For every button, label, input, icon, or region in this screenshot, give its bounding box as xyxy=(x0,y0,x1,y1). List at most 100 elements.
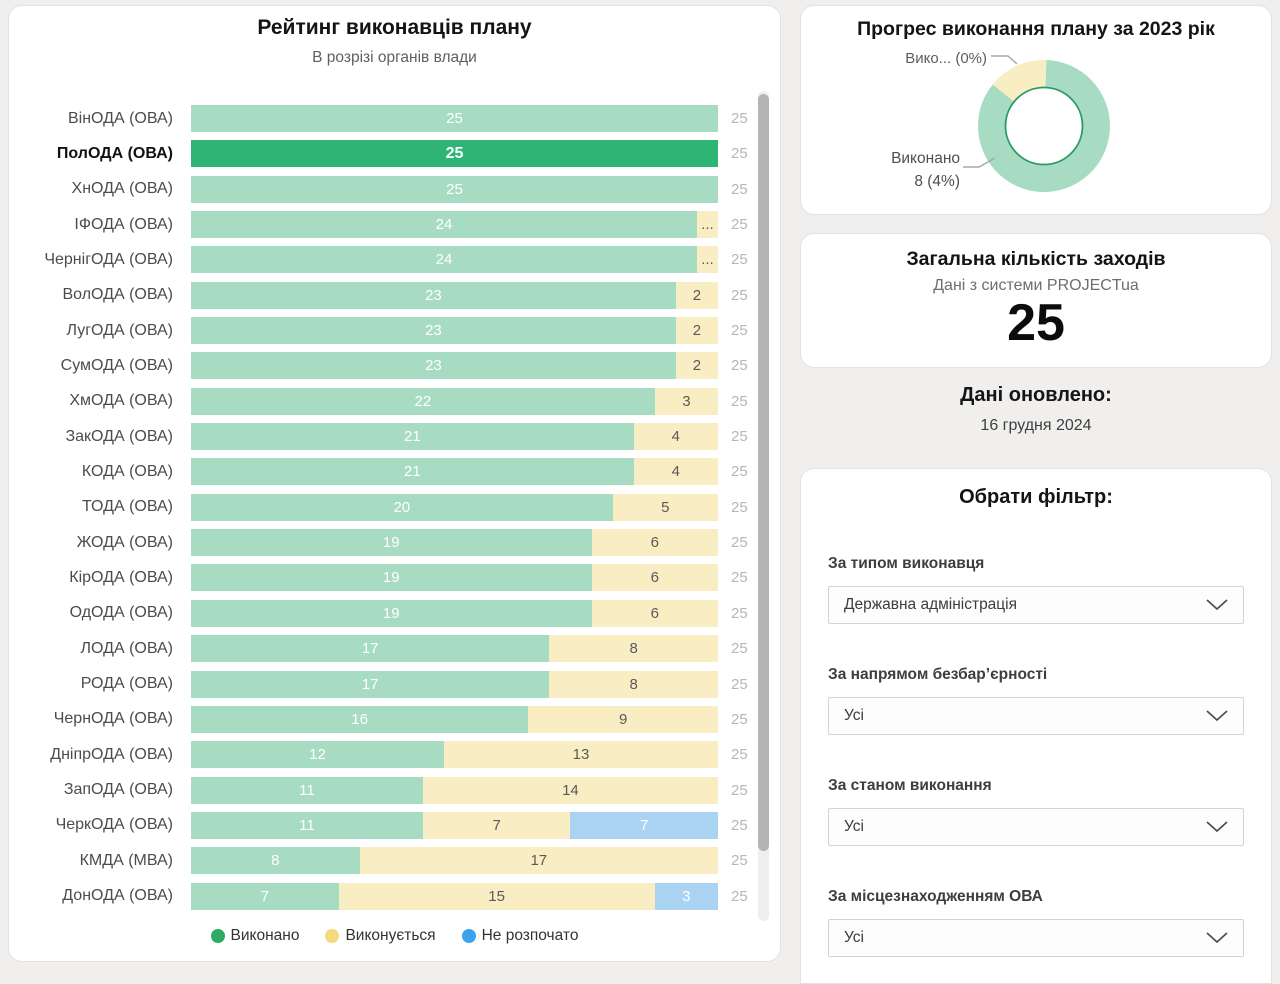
stacked-bar[interactable]: 19 6 xyxy=(191,599,718,627)
ranking-row: СумОДА (ОВА) 23 2 25 xyxy=(11,352,762,380)
bar-segment-value: 6 xyxy=(650,604,659,622)
category-label: ДніпрОДА (ОВА) xyxy=(50,745,173,763)
bar-segment-done[interactable]: 21 xyxy=(191,423,634,451)
stacked-bar[interactable]: 11 7 7 xyxy=(191,811,718,839)
bar-segment-doing[interactable]: 3 xyxy=(654,387,718,415)
legend-item-done[interactable]: Виконано xyxy=(210,927,299,945)
stacked-bar[interactable]: 17 8 xyxy=(191,635,718,663)
bar-segment-not_started[interactable]: 7 xyxy=(570,811,718,839)
stacked-bar[interactable]: 19 6 xyxy=(191,564,718,592)
category-label: ХмОДА (ОВА) xyxy=(69,392,173,410)
stacked-bar[interactable]: 16 9 xyxy=(191,705,718,733)
bar-segment-doing[interactable]: 9 xyxy=(528,705,718,733)
bar-segment-doing[interactable]: 2 xyxy=(675,352,718,380)
bar-segment-value: 12 xyxy=(309,746,326,764)
row-total: 25 xyxy=(731,251,748,269)
legend-label: Не розпочато xyxy=(481,927,579,944)
bar-segment-doing[interactable]: 15 xyxy=(338,882,655,910)
filter-executor-type-dropdown[interactable]: Державна адміністрація xyxy=(828,586,1244,624)
bar-segment-value: 25 xyxy=(445,144,464,162)
stacked-bar[interactable]: 12 13 xyxy=(191,741,718,769)
stacked-bar[interactable]: 25 xyxy=(191,105,718,132)
bar-segment-doing[interactable]: 2 xyxy=(675,317,718,345)
bar-segment-doing[interactable]: 6 xyxy=(591,599,718,627)
stacked-bar[interactable]: 7 15 3 xyxy=(191,882,718,910)
stacked-bar[interactable]: 23 2 xyxy=(191,281,718,309)
row-total: 25 xyxy=(731,216,748,234)
category-label: ЧеркОДА (ОВА) xyxy=(55,816,173,834)
filter-groups: За типом виконавця Державна адміністрація… xyxy=(828,555,1244,957)
bar-segment-done[interactable]: 24 xyxy=(191,246,697,274)
stacked-bar[interactable]: 21 4 xyxy=(191,458,718,486)
bar-segment-done[interactable]: 25 xyxy=(191,175,718,203)
ranking-row: ЧернОДА (ОВА) 16 9 25 xyxy=(11,705,762,733)
bar-segment-value: ... xyxy=(701,251,714,269)
bar-segment-done[interactable]: 8 xyxy=(191,847,360,875)
filter-execution-state-dropdown[interactable]: Усі xyxy=(828,808,1244,846)
stacked-bar[interactable]: 22 3 xyxy=(191,387,718,415)
bar-segment-doing[interactable]: 5 xyxy=(612,493,718,521)
row-total: 25 xyxy=(731,498,748,516)
data-updated-date: 16 грудня 2024 xyxy=(980,417,1092,434)
category-label: ЛугОДА (ОВА) xyxy=(66,321,173,339)
bar-segment-done[interactable]: 23 xyxy=(191,281,676,309)
bar-segment-doing[interactable]: 7 xyxy=(422,811,571,839)
bar-segment-doing[interactable]: ... xyxy=(696,246,718,274)
bar-segment-done[interactable]: 20 xyxy=(191,493,613,521)
bar-segment-done[interactable]: 17 xyxy=(191,635,550,663)
donut-callout-done-label: Виконано xyxy=(891,150,960,167)
stacked-bar[interactable]: 23 2 xyxy=(191,352,718,380)
bar-segment-done[interactable]: 11 xyxy=(191,811,423,839)
stacked-bar[interactable]: 25 xyxy=(191,175,718,203)
stacked-bar[interactable]: 20 5 xyxy=(191,493,718,521)
category-label: СумОДА (ОВА) xyxy=(60,356,173,374)
bar-segment-doing[interactable]: 2 xyxy=(675,281,718,309)
bar-segment-done[interactable]: 16 xyxy=(191,705,529,733)
stacked-bar[interactable]: 23 2 xyxy=(191,317,718,345)
bar-segment-not_started[interactable]: 3 xyxy=(654,882,718,910)
bar-segment-doing[interactable]: 8 xyxy=(549,635,718,663)
bar-segment-doing[interactable]: 6 xyxy=(591,529,718,557)
bar-segment-doing[interactable]: 14 xyxy=(422,776,718,804)
progress-donut-card: Прогрес виконання плану за 2023 рік Вико… xyxy=(800,5,1272,215)
bar-segment-done[interactable]: 19 xyxy=(191,564,592,592)
stacked-bar[interactable]: 8 17 xyxy=(191,847,718,875)
bar-segment-done[interactable]: 17 xyxy=(191,670,550,698)
stacked-bar[interactable]: 11 14 xyxy=(191,776,718,804)
bar-segment-doing[interactable]: 17 xyxy=(359,847,718,875)
bar-segment-doing[interactable]: 13 xyxy=(443,741,718,769)
bar-segment-done[interactable]: 7 xyxy=(191,882,339,910)
chart-scrollbar-track[interactable] xyxy=(758,91,769,921)
row-total: 25 xyxy=(731,463,748,481)
bar-segment-done[interactable]: 23 xyxy=(191,317,676,345)
chart-scrollbar-thumb[interactable] xyxy=(758,94,769,851)
filter-barrier-free-direction-dropdown[interactable]: Усі xyxy=(828,697,1244,735)
bar-segment-done[interactable]: 19 xyxy=(191,529,592,557)
stacked-bar[interactable]: 24... xyxy=(191,211,718,239)
bar-segment-done[interactable]: 11 xyxy=(191,776,423,804)
bar-segment-done[interactable]: 23 xyxy=(191,352,676,380)
row-total: 25 xyxy=(731,145,748,163)
stacked-bar[interactable]: 17 8 xyxy=(191,670,718,698)
ranking-row: ОдОДА (ОВА) 19 6 25 xyxy=(11,599,762,627)
bar-segment-done[interactable]: 25 xyxy=(191,140,718,168)
bar-segment-doing[interactable]: 4 xyxy=(633,458,718,486)
bar-segment-done[interactable]: 24 xyxy=(191,211,697,239)
filter-ova-location-dropdown[interactable]: Усі xyxy=(828,919,1244,957)
bar-segment-doing[interactable]: 6 xyxy=(591,564,718,592)
bar-segment-done[interactable]: 25 xyxy=(191,105,718,132)
bar-segment-done[interactable]: 12 xyxy=(191,741,444,769)
donut-slice-doing[interactable] xyxy=(971,53,1117,199)
bar-segment-doing[interactable]: 4 xyxy=(633,423,718,451)
bar-segment-done[interactable]: 19 xyxy=(191,599,592,627)
bar-segment-done[interactable]: 22 xyxy=(191,387,655,415)
stacked-bar[interactable]: 24... xyxy=(191,246,718,274)
stacked-bar[interactable]: 21 4 xyxy=(191,423,718,451)
bar-segment-doing[interactable]: 8 xyxy=(549,670,718,698)
bar-segment-doing[interactable]: ... xyxy=(696,211,718,239)
legend-item-doing[interactable]: Виконується xyxy=(325,927,436,945)
stacked-bar[interactable]: 25 xyxy=(191,140,718,168)
stacked-bar[interactable]: 19 6 xyxy=(191,529,718,557)
bar-segment-done[interactable]: 21 xyxy=(191,458,634,486)
legend-item-not_started[interactable]: Не розпочато xyxy=(461,927,579,945)
